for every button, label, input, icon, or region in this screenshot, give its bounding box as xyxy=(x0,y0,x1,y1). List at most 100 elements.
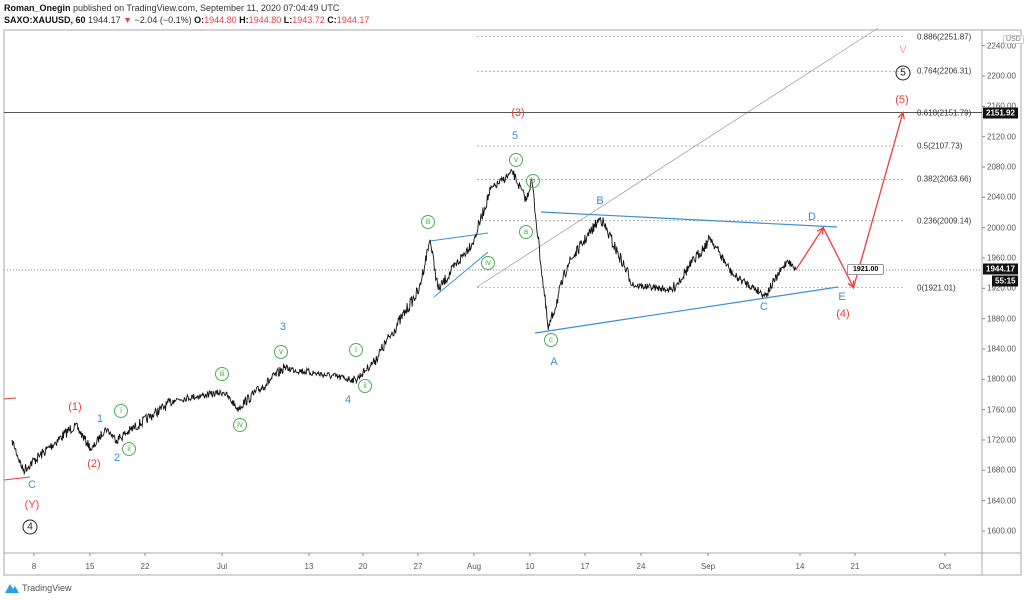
chart-frame xyxy=(3,29,1022,576)
x-tick-label: Jul xyxy=(216,562,228,571)
x-tick-label: 14 xyxy=(795,562,805,571)
symbol: SAXO:XAUUSD, 60 xyxy=(4,15,86,25)
y-tick-label: 1680.00 xyxy=(987,465,1016,475)
wave-label: i xyxy=(114,404,128,418)
fib-levels[interactable] xyxy=(477,36,905,288)
wedge-upper-line[interactable] xyxy=(429,232,489,242)
y-tick-label: 2160.00 xyxy=(987,101,1016,111)
close-value: 1944.17 xyxy=(336,15,370,25)
y-tick-label: 1800.00 xyxy=(987,374,1016,384)
price-series xyxy=(11,168,797,476)
y-tick-label: 1960.00 xyxy=(987,253,1016,263)
fib-level-label: 0.764(2206.31) xyxy=(917,66,972,76)
fib-level-label: 0.382(2063.66) xyxy=(917,174,972,184)
x-tick-label: 15 xyxy=(85,562,95,571)
high-value: 1944.80 xyxy=(248,15,282,25)
triangle-upper-line[interactable] xyxy=(540,211,838,228)
wedge-lower-line[interactable] xyxy=(433,251,489,298)
wave-label: 4 xyxy=(344,394,352,406)
publish-info: Roman_Onegin published on TradingView.co… xyxy=(4,3,339,13)
wave-label: 3 xyxy=(279,321,287,333)
wave-label: 1 xyxy=(96,413,104,425)
x-tick-label: 17 xyxy=(580,562,590,571)
y-tick-label: 2040.00 xyxy=(987,192,1016,202)
wave-label: i xyxy=(349,343,363,357)
change: −2.04 (−0.1%) xyxy=(134,15,192,25)
x-tick-label: Aug xyxy=(466,562,482,571)
published-text: published on TradingView.com, September … xyxy=(73,3,340,13)
arrowhead xyxy=(897,110,905,120)
y-tick-label: 2000.00 xyxy=(987,223,1016,233)
wave-label: 5 xyxy=(511,130,519,142)
x-tick-label: 22 xyxy=(140,562,150,571)
high-label: H: xyxy=(239,15,249,25)
y-tick-label: 1600.00 xyxy=(987,526,1016,536)
wave-label: iv xyxy=(481,256,495,270)
y-tick-label: 1880.00 xyxy=(987,314,1016,324)
x-tick-label: Sep xyxy=(700,562,716,571)
fib-level-label: 0(1921.01) xyxy=(917,283,956,293)
price-callout[interactable]: 1921.00 xyxy=(847,264,885,275)
wave-label: 2 xyxy=(113,452,121,464)
y-tick-label: 2240.00 xyxy=(987,41,1016,51)
tradingview-logo-icon xyxy=(5,584,19,593)
wave-label: B xyxy=(596,195,604,207)
wave-label: (3) xyxy=(511,107,525,119)
hline-price-tag: 2151.92 xyxy=(983,107,1018,119)
last-price: 1944.17 xyxy=(88,15,121,25)
x-tick-label: 13 xyxy=(304,562,314,571)
x-tick-label: 8 xyxy=(31,562,37,571)
y-tick-label: 2080.00 xyxy=(987,162,1016,172)
trend-ray[interactable] xyxy=(476,27,879,288)
projection-arrowheads xyxy=(816,110,905,289)
y-tick-label: 1720.00 xyxy=(987,435,1016,445)
open-value: 1944.80 xyxy=(204,15,237,25)
brand-name: TradingView xyxy=(22,583,72,593)
wave-label: C xyxy=(760,301,768,313)
y-tick-label: 1920.00 xyxy=(987,283,1016,293)
y-tick-label: 1760.00 xyxy=(987,405,1016,415)
x-tick-label: 27 xyxy=(413,562,423,571)
close-label: C: xyxy=(327,15,337,25)
ohlc-legend: SAXO:XAUUSD, 60 1944.17 ▼ −2.04 (−0.1%) … xyxy=(4,15,369,25)
red-segment xyxy=(3,397,17,400)
wave-label: (Y) xyxy=(24,499,40,511)
last-price-tag: 1944.17 xyxy=(983,263,1018,275)
y-tick-label: 1640.00 xyxy=(987,496,1016,506)
time-axis-ticks xyxy=(33,553,946,556)
fib-level-label: 0.618(2151.79) xyxy=(917,108,972,118)
wave-label: a xyxy=(519,225,533,239)
publisher[interactable]: Roman_Onegin xyxy=(4,3,71,13)
red-segment xyxy=(3,476,31,481)
wave-label: (4) xyxy=(836,308,850,320)
y-tick-label: 1840.00 xyxy=(987,344,1016,354)
projection-path[interactable] xyxy=(795,112,904,290)
triangle-lower-line[interactable] xyxy=(534,286,839,334)
arrowhead xyxy=(816,226,825,235)
wave-label: E xyxy=(838,291,846,303)
x-tick-label: 21 xyxy=(850,562,860,571)
wave-label: (1) xyxy=(68,401,82,413)
wave-label: C xyxy=(28,479,36,491)
wave-label: iii xyxy=(421,215,435,229)
x-tick-label: 10 xyxy=(525,562,535,571)
low-value: 1943.72 xyxy=(292,15,325,25)
wave-label: D xyxy=(808,211,816,223)
wave-label: ii xyxy=(358,379,372,393)
wave-label: V xyxy=(899,44,907,56)
y-tick-label: 2120.00 xyxy=(987,132,1016,142)
fib-level-label: 0.5(2107.73) xyxy=(917,141,963,151)
wave-label: iv xyxy=(233,418,247,432)
wave-label: iii xyxy=(215,367,229,381)
wave-label: v xyxy=(274,345,288,359)
y-tick-label: 2200.00 xyxy=(987,71,1016,81)
wave-label: (2) xyxy=(87,458,101,470)
wave-label: b xyxy=(526,174,540,188)
tradingview-logo[interactable]: TradingView xyxy=(5,583,72,593)
arrowhead xyxy=(847,280,855,289)
wave-label: 5 xyxy=(895,65,911,81)
currency-badge[interactable]: USD xyxy=(1003,35,1024,44)
fib-level-label: 0.886(2251.87) xyxy=(917,32,972,42)
low-label: L: xyxy=(283,15,293,25)
